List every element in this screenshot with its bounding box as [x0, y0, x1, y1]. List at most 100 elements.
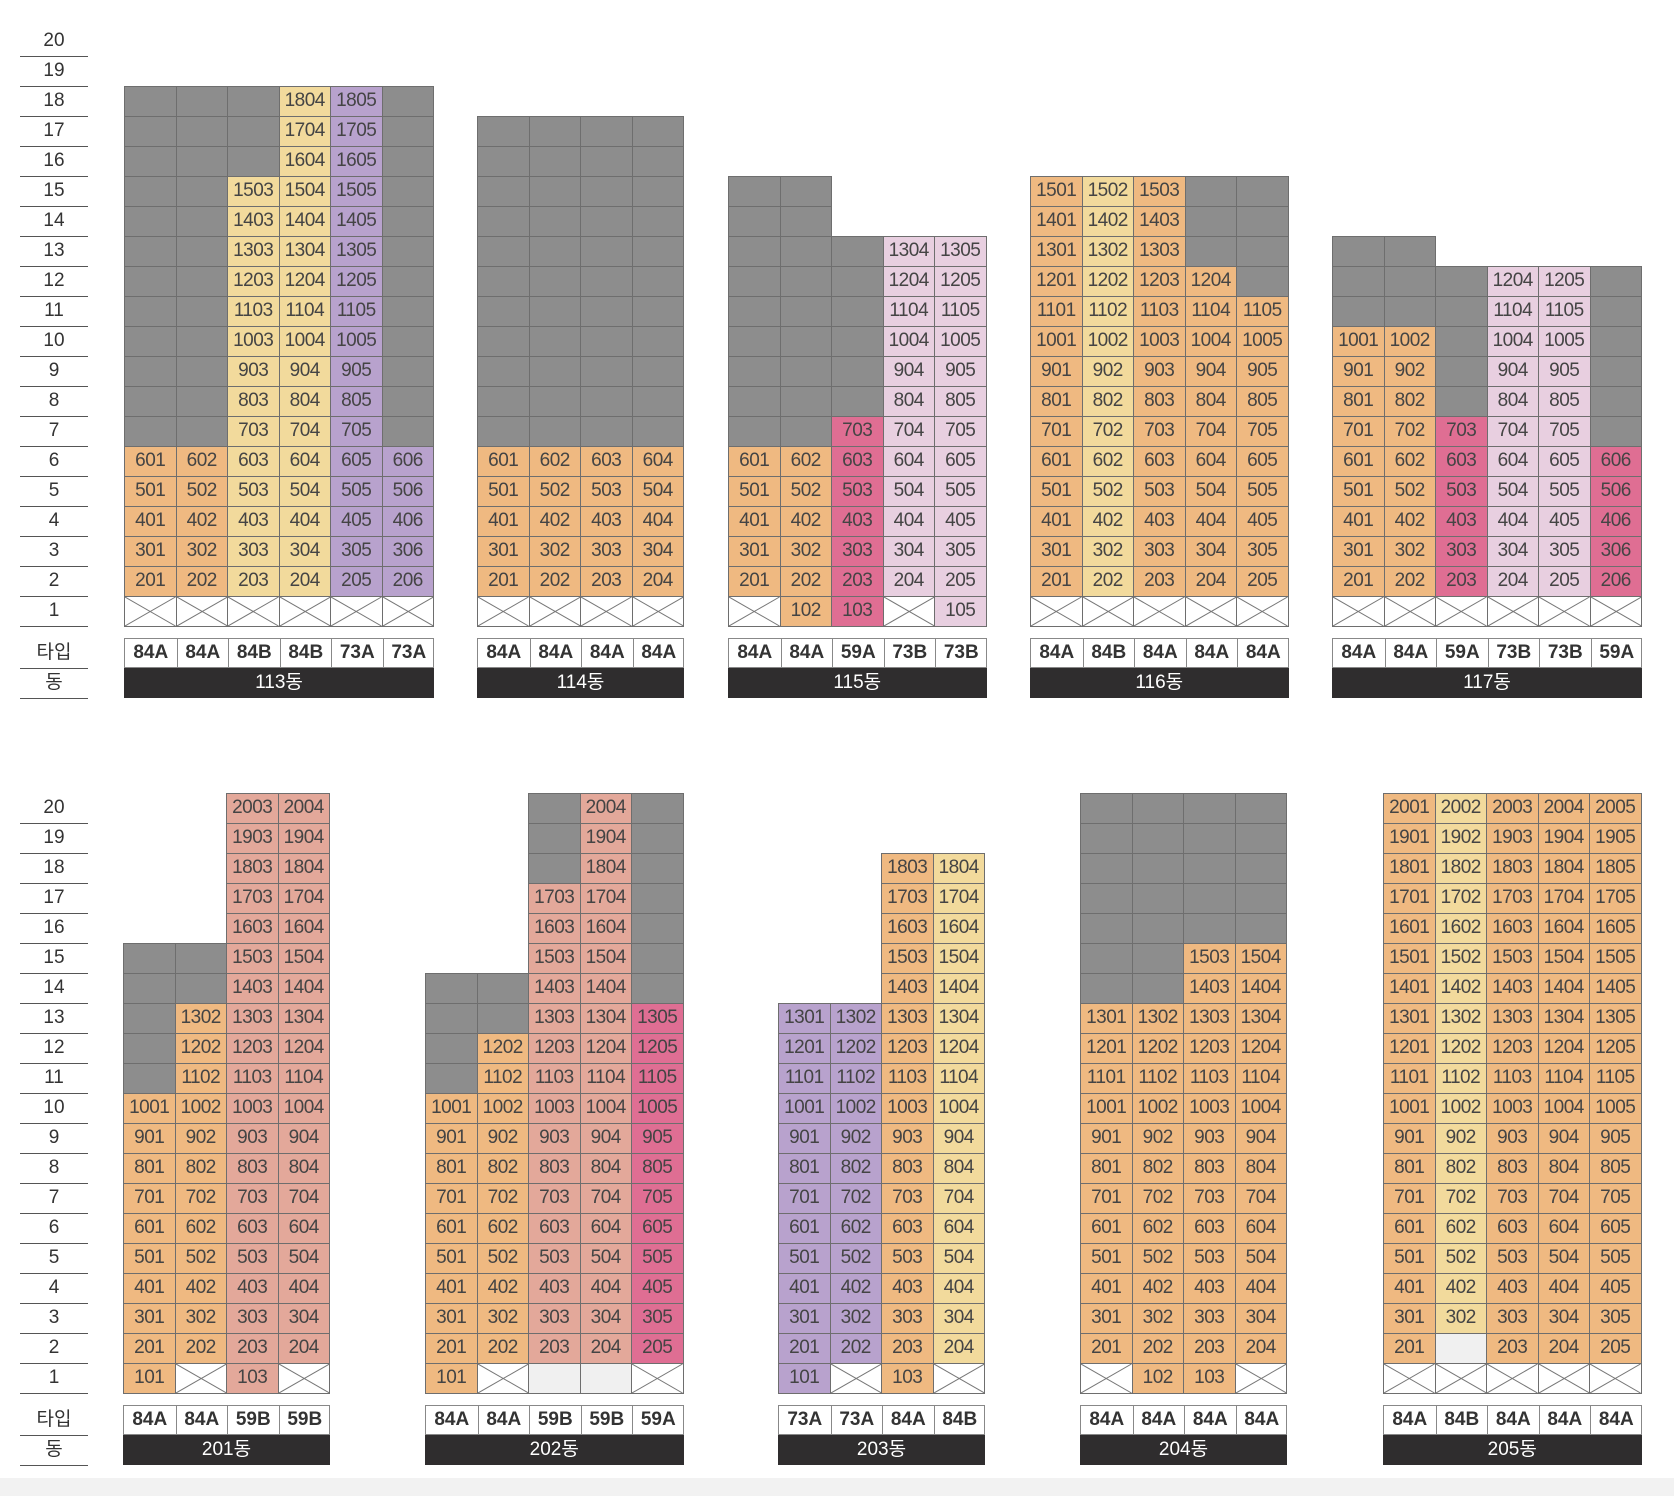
unit-cell: 1203 — [1183, 1033, 1236, 1064]
unavailable-cell — [227, 116, 280, 147]
unavailable-cell — [477, 296, 530, 327]
unavailable-cell — [123, 1033, 176, 1064]
type-row: 84A 84A 59B 59B — [123, 1405, 330, 1435]
unavailable-cell — [1236, 206, 1289, 237]
unavailable-cell — [528, 296, 581, 327]
floor-label: 7 — [20, 416, 88, 447]
floor-label: 13 — [20, 1003, 88, 1034]
unit-cell: 1504 — [1537, 943, 1590, 974]
unit-cell: 501 — [124, 476, 177, 507]
unit-cell: 1404 — [1537, 973, 1590, 1004]
unavailable-cell — [477, 266, 530, 297]
unit-cell: 1703 — [1486, 883, 1539, 914]
unit-cell: 302 — [174, 1303, 227, 1334]
pilotis-cell — [1537, 1363, 1590, 1394]
unit-cell: 303 — [1486, 1303, 1539, 1334]
unit-cell: 903 — [528, 1123, 581, 1154]
unit-cell: 1404 — [278, 206, 331, 237]
unit-cell: 203 — [1435, 566, 1488, 597]
unit-cell: 1102 — [1434, 1063, 1487, 1094]
unit-cell: 501 — [477, 476, 530, 507]
pilotis-cell — [528, 596, 581, 627]
unavailable-cell — [728, 266, 781, 297]
unit-cell: 603 — [881, 1213, 934, 1244]
building-name-bar: 201동 — [123, 1435, 330, 1465]
unavailable-cell — [381, 206, 434, 237]
unit-cell: 302 — [1434, 1303, 1487, 1334]
unit-cell: 303 — [1133, 536, 1186, 567]
unit-type-label: 73B — [1487, 639, 1540, 667]
unavailable-cell — [580, 176, 633, 207]
unit-cell: 1504 — [278, 176, 331, 207]
unit-cell: 1301 — [1030, 236, 1083, 267]
unit-cell: 1503 — [1486, 943, 1539, 974]
unit-type-label: 73A — [382, 639, 435, 667]
unit-cell: 504 — [1234, 1243, 1287, 1274]
unit-cell: 901 — [1080, 1123, 1133, 1154]
unavailable-cell — [425, 973, 478, 1004]
unit-cell: 404 — [932, 1273, 985, 1304]
unit-cell: 1705 — [1589, 883, 1642, 914]
unavailable-cell — [381, 296, 434, 327]
parking-cross-icon — [382, 597, 433, 626]
unit-cell: 201 — [477, 566, 530, 597]
unit-cell: 402 — [1081, 506, 1134, 537]
unit-cell: 1302 — [1434, 1003, 1487, 1034]
unavailable-cell — [631, 883, 684, 914]
unit-cell: 1801 — [1383, 853, 1436, 884]
type-row: 84A 84B 84A 84A 84A — [1383, 1405, 1642, 1435]
unit-cell: 201 — [123, 1333, 176, 1364]
unit-cell: 1104 — [932, 1063, 985, 1094]
unit-cell: 1903 — [226, 823, 279, 854]
unit-cell: 904 — [1234, 1123, 1287, 1154]
unit-cell: 605 — [1538, 446, 1591, 477]
unit-cell: 1704 — [579, 883, 632, 914]
unit-cell: 501 — [1383, 1243, 1436, 1274]
unit-cell: 704 — [579, 1183, 632, 1214]
unit-cell: 1604 — [277, 913, 330, 944]
unit-type-label: 73A — [787, 1409, 823, 1430]
type-row: 84A 84A 59A 73B 73B — [728, 638, 987, 668]
unit-cell: 1103 — [1486, 1063, 1539, 1094]
floor-label: 11 — [20, 296, 88, 327]
unavailable-cell — [580, 386, 633, 417]
floor-label: 6 — [20, 446, 88, 477]
unit-cell: 503 — [1133, 476, 1186, 507]
unavailable-cell — [528, 206, 581, 237]
unit-cell: 1303 — [226, 1003, 279, 1034]
unit-cell: 403 — [1486, 1273, 1539, 1304]
unit-cell: 1104 — [278, 296, 331, 327]
unit-cell: 205 — [1538, 566, 1591, 597]
unit-type-label: 59A — [1590, 639, 1643, 667]
unit-cell: 401 — [728, 506, 781, 537]
unit-cell: 1102 — [476, 1063, 529, 1094]
unit-cell: 401 — [123, 1273, 176, 1304]
unit-cell: 204 — [1486, 566, 1539, 597]
unit-type-label: 84A — [434, 1409, 470, 1430]
parking-cross-icon — [278, 1364, 329, 1393]
unit-cell: 1005 — [631, 1093, 684, 1124]
unit-cell: 202 — [1131, 1333, 1184, 1364]
unavailable-cell — [1332, 236, 1385, 267]
unavailable-cell — [124, 296, 177, 327]
unit-cell: 902 — [1383, 356, 1436, 387]
unit-cell: 503 — [1486, 1243, 1539, 1274]
unit-cell: 1503 — [226, 943, 279, 974]
unit-cell: 1205 — [1589, 1033, 1642, 1064]
unit-cell: 1403 — [226, 973, 279, 1004]
unavailable-cell — [1589, 386, 1642, 417]
unit-cell: 801 — [425, 1153, 478, 1184]
unit-type-label: 84A — [1487, 1406, 1539, 1434]
unit-cell: 304 — [579, 1303, 632, 1334]
unit-cell: 305 — [1236, 536, 1289, 567]
unit-cell: 802 — [1131, 1153, 1184, 1184]
unit-cell: 501 — [123, 1243, 176, 1274]
floor-label: 16 — [20, 913, 88, 944]
unit-cell: 502 — [476, 1243, 529, 1274]
unit-cell: 203 — [580, 566, 633, 597]
unavailable-cell — [123, 943, 176, 974]
unit-cell: 301 — [425, 1303, 478, 1334]
unavailable-cell — [1236, 236, 1289, 267]
unavailable-cell — [580, 356, 633, 387]
unit-cell: 602 — [1383, 446, 1436, 477]
